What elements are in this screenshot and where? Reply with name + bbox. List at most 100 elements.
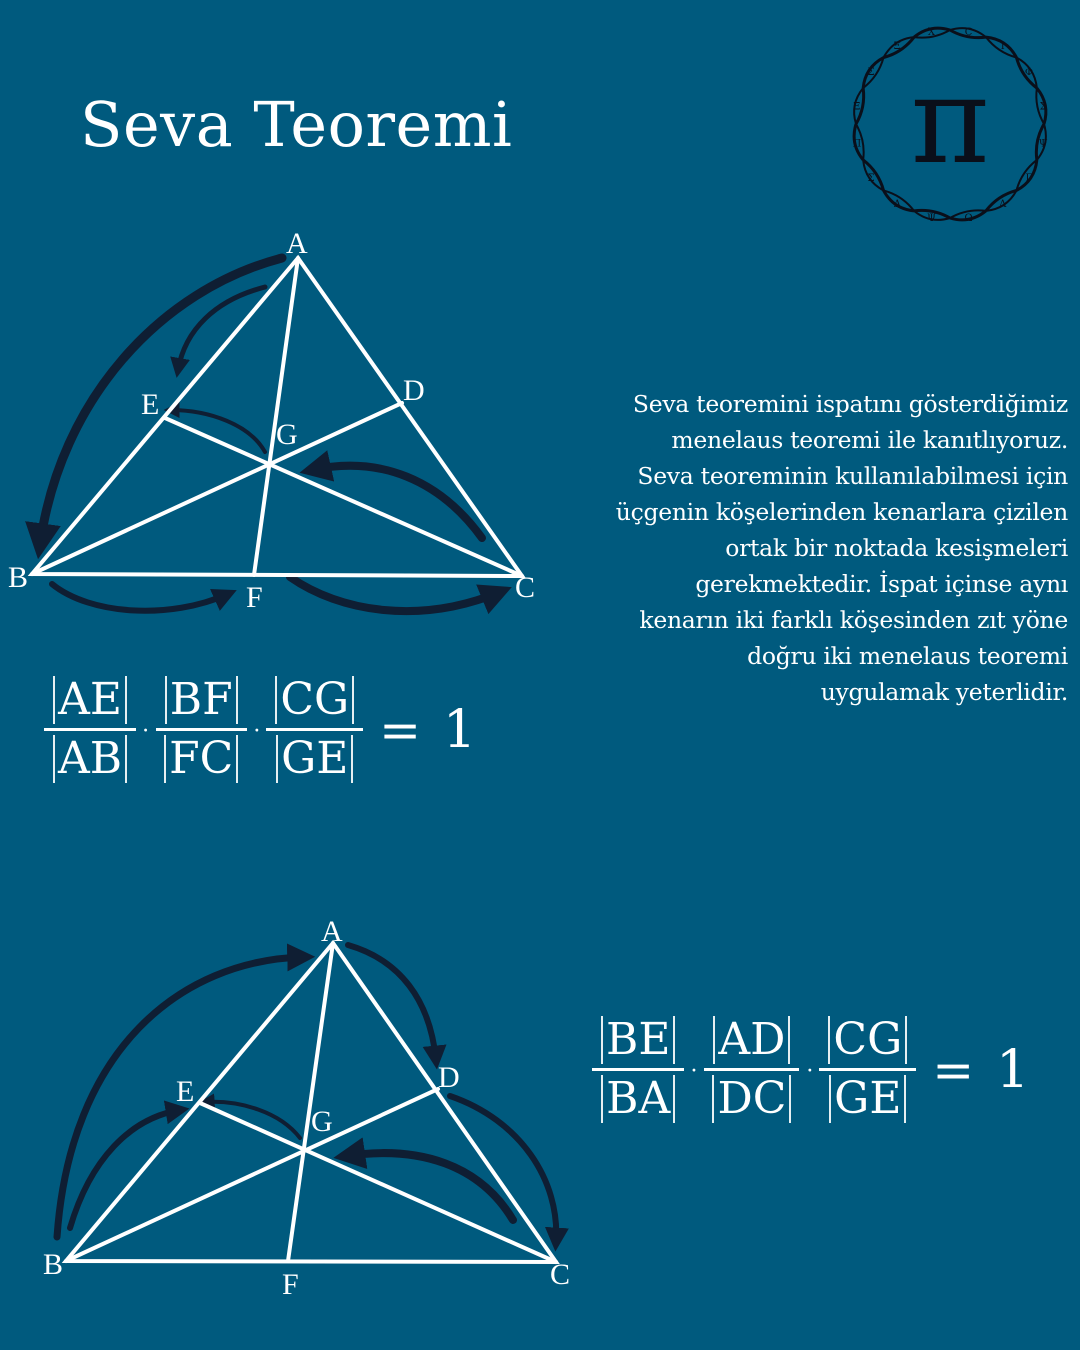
ring-letter: Ψ (927, 213, 936, 224)
chain-link-icon (984, 189, 1017, 212)
vertex-label-c-2: C (550, 1258, 570, 1291)
chain-link-icon (882, 36, 915, 59)
point-label-f: F (246, 581, 263, 614)
cevian-b-d (30, 401, 404, 576)
pi-logo: Ç I Φ Σ Ψ Γ Λ Ω Ψ Δ Σ Π Ξ Σ Ξ Χ π (852, 26, 1048, 224)
chain-link-icon (862, 158, 885, 191)
point-label-g-2: G (311, 1105, 333, 1138)
page-title: Seva Teoremi (80, 88, 513, 161)
arrow-b-to-e (67, 1100, 190, 1231)
ring-letter: Γ (1026, 173, 1033, 184)
vertex-label-b-2: B (43, 1248, 63, 1281)
multiply-dot: · (253, 719, 261, 744)
cevian-b-d-2 (64, 1087, 440, 1263)
cevian-c-e (163, 416, 524, 578)
denominator: BA (606, 1073, 671, 1124)
arrow-f-to-c (286, 573, 512, 615)
point-label-e: E (141, 388, 159, 421)
arrow-a-to-e (170, 284, 268, 378)
ring-letter: Ç (965, 27, 973, 38)
chain-link-icon (1036, 123, 1047, 161)
denominator: DC (717, 1073, 787, 1124)
result-value: 1 (996, 1039, 1030, 1100)
vertex-label-a-2: A (321, 915, 343, 948)
chain-link-icon (985, 36, 1017, 59)
chain-link-icon (985, 35, 1018, 59)
chain-link-icon (1015, 159, 1039, 192)
ring-letter: Π (852, 139, 861, 150)
arrow-b-to-f (49, 581, 237, 614)
arrow-b-to-a (53, 943, 316, 1241)
numerator: BF (169, 674, 233, 725)
fraction: AD DC (703, 1012, 800, 1127)
ring-letter: Χ (928, 27, 936, 38)
result-value: 1 (443, 699, 477, 760)
chain-link-icon (1015, 56, 1038, 89)
denominator: AB (58, 733, 123, 784)
equals-sign: = (379, 700, 422, 759)
chain-link-icon (949, 209, 987, 222)
ring-letter: I (1001, 41, 1005, 52)
chain-link-icon (985, 189, 1018, 212)
chain-link-icon (862, 159, 885, 192)
description-line: kenarın iki farklı köşesinden zıt yöne (639, 606, 1068, 634)
chain-link-icon (1015, 159, 1038, 191)
triangle-abc (27, 254, 526, 579)
ceva-formula-2: BE BA · AD DC · CG GE = 1 (592, 1012, 1029, 1127)
multiply-dot: · (690, 1059, 698, 1084)
chain-ring-icon: Ç I Φ Σ Ψ Γ Λ Ω Ψ Δ Σ Π Ξ Σ Ξ Χ (852, 26, 1048, 224)
arrow-a-to-b (25, 253, 287, 560)
point-label-g: G (276, 418, 298, 451)
ring-letter: Δ (894, 199, 901, 210)
ring-letter: Φ (1025, 67, 1033, 78)
arrow-c-to-g2 (333, 1137, 517, 1224)
ring-letter: Ω (964, 213, 972, 224)
description-text: Seva teoremini ispatını gösterdiğimiz me… (608, 386, 1069, 710)
ring-letter: Σ (867, 173, 874, 184)
chain-link-icon (913, 210, 951, 221)
chain-link-icon (855, 123, 865, 161)
chain-link-icon (913, 29, 951, 39)
chain-link-icon (883, 189, 915, 212)
ring-letter: Ξ (853, 101, 860, 112)
arrow-a-to-d (345, 942, 447, 1070)
chain-link-icon (852, 123, 865, 161)
description-line: Seva teoreminin kullanılabilmesi için (637, 462, 1068, 490)
description-line: üçgenin köşelerinden kenarlara çizilen (615, 498, 1069, 526)
description-line: ortak bir noktada kesişmeleri (725, 534, 1068, 562)
chain-link-icon (1015, 57, 1038, 90)
multiply-dot: · (142, 719, 150, 744)
chain-link-icon (1035, 87, 1048, 125)
vertex-label-a: A (286, 227, 308, 260)
fraction: CG GE (266, 672, 364, 787)
ring-letter: Ψ (1039, 139, 1048, 150)
chain-link-icon (854, 87, 866, 125)
description-line: menelaus teoremi ile kanıtlıyoruz. (671, 426, 1068, 454)
point-label-d-2: D (438, 1061, 460, 1094)
chain-link-icon (913, 208, 951, 220)
cevian-c-e-2 (198, 1101, 558, 1264)
chain-link-icon (853, 87, 864, 125)
numerator: BE (606, 1014, 671, 1065)
fraction: BF FC (155, 672, 247, 787)
denominator: GE (834, 1073, 902, 1124)
numerator: AE (58, 674, 122, 725)
cevian-a-f-2 (286, 941, 335, 1263)
ring-letter: Λ (998, 199, 1007, 210)
fraction: BE BA (592, 1012, 685, 1127)
ring-letter: Σ (1040, 101, 1047, 112)
chain-link-icon (883, 36, 916, 59)
numerator: AD (718, 1014, 786, 1065)
arrow-g-to-e (163, 402, 267, 454)
pi-symbol: π (911, 52, 990, 191)
numerator: CG (833, 1014, 903, 1065)
chain-link-icon (1035, 87, 1045, 125)
point-label-e-2: E (176, 1075, 194, 1108)
triangle-abc-2 (61, 939, 560, 1265)
description-line: gerekmektedir. İspat içinse aynı (695, 570, 1068, 598)
fraction: CG GE (819, 1012, 917, 1127)
cevian-a-f (252, 256, 300, 577)
vertex-label-c: C (515, 571, 535, 604)
multiply-dot: · (806, 1059, 814, 1084)
ceva-formula-1: AE AB · BF FC · CG GE = 1 (44, 672, 476, 787)
